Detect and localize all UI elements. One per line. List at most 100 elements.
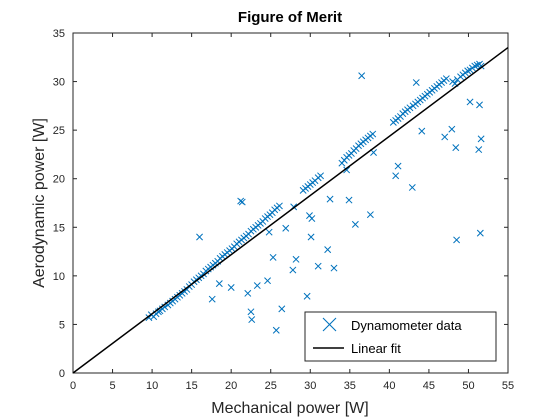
y-axis-label: Aerodynamic power [W] [31, 118, 48, 288]
x-tick-label: 40 [383, 380, 395, 392]
data-point-stroke [269, 253, 277, 261]
data-point-stroke [464, 67, 472, 75]
legend-label-dynamometer-data: Dynamometer data [351, 318, 462, 333]
x-tick-label: 15 [186, 380, 198, 392]
data-point-stroke [275, 202, 283, 210]
x-tick-label: 55 [502, 380, 514, 392]
x-tick-label: 25 [265, 380, 277, 392]
data-point [289, 266, 297, 274]
data-point-stroke [264, 277, 272, 285]
data-point-stroke [475, 146, 483, 154]
legend-marker-dynamometer-data [322, 317, 337, 332]
data-point [351, 220, 359, 228]
y-tick-label: 10 [53, 271, 65, 283]
data-point-stroke [253, 282, 261, 290]
data-point-stroke [453, 236, 461, 244]
x-tick-label: 20 [225, 380, 237, 392]
data-point [265, 228, 273, 236]
data-point-stroke [476, 229, 484, 237]
y-tick-label: 35 [53, 28, 65, 40]
data-point [326, 195, 334, 203]
data-point [227, 284, 235, 291]
data-point-stroke [238, 198, 246, 206]
data-point [369, 130, 377, 138]
linear-fit-line [72, 46, 509, 374]
x-tick-label: 50 [462, 380, 474, 392]
x-axis-label: Mechanical power [W] [211, 400, 368, 417]
data-point-stroke [303, 292, 311, 300]
data-point [275, 202, 283, 210]
x-tick-label: 0 [70, 380, 76, 392]
data-point [452, 144, 460, 152]
data-point [161, 303, 169, 311]
data-point [392, 172, 400, 180]
data-point [196, 233, 203, 241]
data-point-stroke [441, 133, 449, 141]
data-point-stroke [476, 101, 483, 109]
data-point [314, 262, 322, 270]
data-point-stroke [406, 104, 414, 112]
data-point [453, 236, 461, 244]
data-point-stroke [370, 149, 377, 156]
data-point-stroke [289, 266, 297, 274]
data-point [476, 101, 483, 109]
data-point-stroke [248, 316, 256, 324]
data-point-stroke [408, 184, 416, 191]
data-point [475, 146, 483, 154]
data-point [394, 162, 402, 170]
data-point [269, 253, 277, 261]
data-point-stroke [161, 303, 169, 311]
y-tick-label: 25 [53, 125, 65, 137]
data-point [247, 308, 255, 316]
data-point [244, 289, 252, 297]
data-point [471, 62, 479, 70]
data-point-stroke [369, 130, 377, 138]
data-point [253, 282, 261, 290]
data-point-stroke [345, 196, 353, 204]
chart-legend: Dynamometer data Linear fit [304, 311, 497, 362]
data-point-stroke [244, 289, 252, 297]
x-tick-label: 5 [109, 380, 115, 392]
data-point [473, 61, 481, 69]
data-point-stroke [247, 308, 255, 316]
x-axis-ticks: 0 5 10 15 20 25 30 35 40 45 50 55 [70, 33, 514, 392]
data-point-stroke [265, 228, 273, 236]
data-point-stroke [366, 211, 374, 219]
data-point-stroke [227, 284, 235, 291]
data-point [303, 292, 311, 300]
data-point-stroke [418, 127, 426, 135]
data-point-stroke [351, 220, 359, 228]
data-point-stroke [477, 135, 485, 143]
data-point [307, 233, 315, 241]
linear-fit-layer [72, 46, 509, 374]
data-point-stroke [412, 79, 420, 86]
data-point [412, 79, 420, 86]
data-point [282, 224, 290, 232]
data-point-stroke [292, 255, 300, 263]
data-point-stroke [314, 262, 322, 270]
data-point-stroke [208, 295, 216, 303]
data-point [448, 125, 456, 133]
data-point-stroke [392, 172, 400, 180]
data-point [418, 127, 426, 135]
data-point-stroke [394, 162, 402, 170]
chart-title: Figure of Merit [238, 9, 342, 26]
data-point [358, 72, 366, 80]
data-point [324, 246, 332, 254]
y-tick-label: 15 [53, 222, 65, 234]
data-point [317, 172, 325, 180]
legend-box [304, 311, 497, 362]
x-tick-label: 35 [344, 380, 356, 392]
y-tick-label: 20 [53, 174, 65, 186]
data-point [464, 67, 472, 75]
data-point [264, 277, 272, 285]
data-point [477, 62, 485, 70]
data-point-stroke [324, 246, 332, 254]
data-point [477, 135, 485, 143]
data-point [408, 184, 416, 191]
x-tick-label: 45 [423, 380, 435, 392]
data-point-stroke [330, 264, 338, 272]
data-point [308, 215, 316, 222]
